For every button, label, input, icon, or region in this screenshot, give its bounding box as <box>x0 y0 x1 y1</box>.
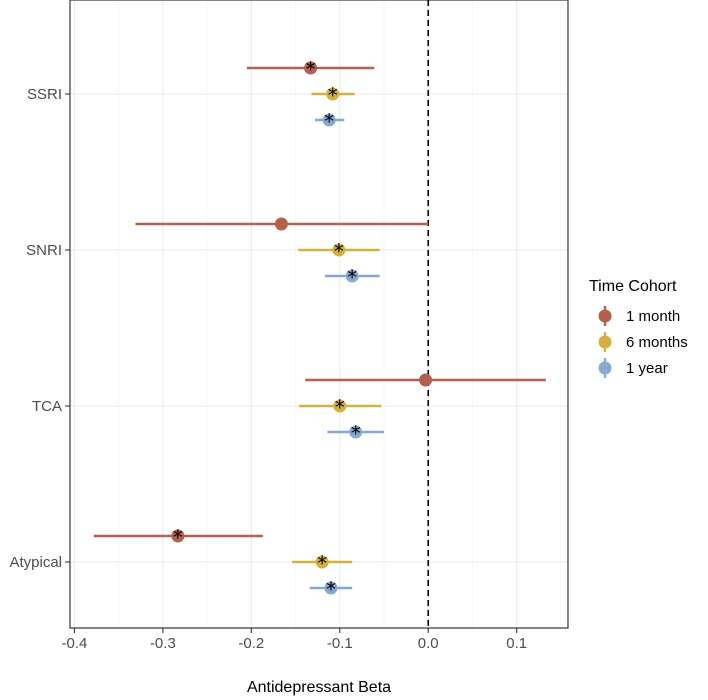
data-marks: ********** <box>93 58 546 602</box>
significance-asterisk: * <box>326 578 336 602</box>
legend-key-point <box>598 335 612 349</box>
x-tick-label: -0.1 <box>327 635 353 652</box>
x-tick-label: 0.1 <box>506 635 527 652</box>
legend: Time Cohort 1 month 6 months 1 year <box>589 278 688 378</box>
legend-title: Time Cohort <box>589 278 677 295</box>
x-axis-title: Antidepressant Beta <box>247 679 391 696</box>
x-tick-label: -0.2 <box>238 635 264 652</box>
point-estimate <box>171 529 185 543</box>
significance-asterisk: * <box>324 110 334 134</box>
significance-asterisk: * <box>173 526 183 550</box>
point-estimate <box>345 269 359 283</box>
y-tick-label: TCA <box>32 398 62 415</box>
legend-key-point <box>598 361 612 375</box>
point-estimate <box>324 581 338 595</box>
point-estimate <box>322 113 336 127</box>
point-estimate <box>326 87 340 101</box>
point-estimate <box>315 555 329 569</box>
y-tick-label: SNRI <box>26 242 62 259</box>
significance-asterisk: * <box>351 422 361 446</box>
significance-asterisk: * <box>334 240 344 264</box>
point-estimate <box>419 373 433 387</box>
significance-asterisk: * <box>347 266 357 290</box>
point-estimate <box>349 425 363 439</box>
x-tick-label: -0.4 <box>61 635 87 652</box>
x-tick-label: 0.0 <box>418 635 439 652</box>
point-estimate <box>274 217 288 231</box>
plot-panel-border <box>69 0 569 629</box>
y-tick-label: Atypical <box>9 554 62 571</box>
point-estimate <box>333 399 347 413</box>
point-estimate <box>304 61 318 75</box>
significance-asterisk: * <box>328 84 338 108</box>
significance-asterisk: * <box>317 552 327 576</box>
significance-asterisk: * <box>335 396 345 420</box>
significance-asterisk: * <box>306 58 316 82</box>
point-estimate <box>332 243 346 257</box>
legend-label: 1 month <box>626 308 680 325</box>
legend-label: 6 months <box>626 334 688 351</box>
y-tick-label: SSRI <box>27 86 62 103</box>
x-tick-label: -0.3 <box>150 635 176 652</box>
legend-label: 1 year <box>626 360 668 377</box>
axes: -0.4 -0.3 -0.2 -0.1 0.0 0.1 SSRI SNRI TCA Atypica… <box>9 86 527 652</box>
legend-key-point <box>598 309 612 323</box>
